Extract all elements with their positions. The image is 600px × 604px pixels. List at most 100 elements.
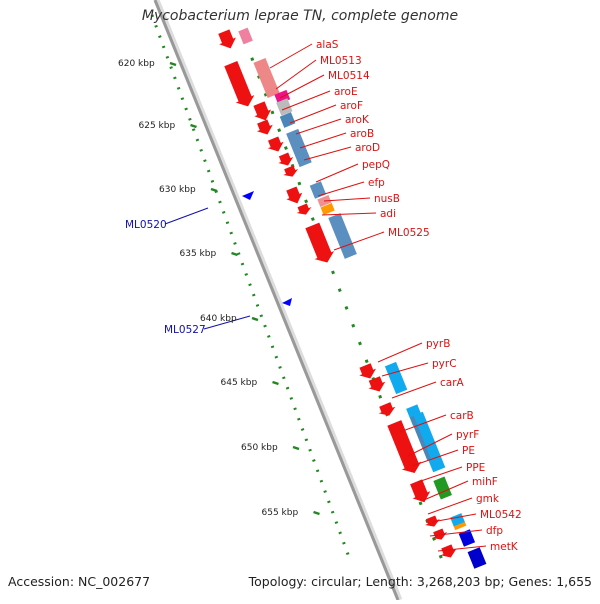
leader-line [315,163,359,183]
scale-tick [210,187,218,193]
gene-label: pyrF [456,429,479,441]
leader-line [289,104,337,124]
gene-label: nusB [374,193,400,205]
accession-label: Accession: NC_002677 [8,574,151,589]
leader-line [295,118,342,135]
scale-ticks [150,14,444,561]
gene-PE-block [433,476,452,500]
gene-ML0527-marker [282,298,292,306]
gene-label: carB [450,410,474,422]
gene-label: aroD [355,142,380,154]
gene-ML0525-arrow [305,222,335,263]
gene-label: efp [368,177,385,189]
gene-adi-arrow [296,203,312,215]
gene-label: gmk [476,493,500,505]
leader-line [164,207,209,225]
leader-line [437,545,487,552]
leader-line [281,90,331,111]
label-leaders [164,43,487,552]
gene-label: aroB [350,128,374,140]
gene-label: aroK [345,114,370,126]
gene-label: ML0520 [125,219,167,231]
gene-label: carA [440,377,465,389]
gene-ML0513-arrow [224,61,255,107]
leader-line [321,212,377,216]
gene-label: PPE [466,462,485,474]
gene-ML0520-marker [242,191,254,200]
gene-ML0542-arrow [432,528,448,540]
scale-tick [190,123,197,129]
leader-line [377,342,423,363]
scale-tick [313,510,320,516]
gene-alaS-arrow [218,29,236,49]
gene-aroK-arrow [256,119,273,135]
gene-PPE-arrow [410,479,431,503]
gene-gmk-block [453,521,467,531]
leader-line [279,74,325,99]
gene-label: mihF [472,476,498,488]
gene-aroB-arrow [267,136,284,152]
gene-pyrB-block [384,361,408,395]
leader-line [275,59,317,90]
scale-tick [292,445,300,451]
gene-pepQ-arrow [283,165,299,177]
gene-aroF-block [279,112,296,128]
gene-label: pyrB [426,338,450,350]
gene-dfp-block [458,529,476,547]
gene-aroB-block [286,128,312,168]
leader-line [399,414,447,433]
backbone-line [153,0,400,601]
scale-tick-label: 620 kbp [118,59,155,69]
gene-carB-arrow [387,420,422,474]
leader-line [317,181,365,197]
map-title: Mycobacterium leprae TN, complete genome [141,8,459,24]
backbone [153,0,403,602]
gene-label: ML0525 [388,227,430,239]
gene-features [218,27,487,569]
scale-tick [251,316,259,322]
gene-dfp-arrow [440,544,457,558]
leader-line [323,197,371,202]
leader-line [391,381,437,399]
scale-tick-label: 645 kbp [221,378,258,388]
gene-label: aroF [340,100,363,112]
leader-line [411,449,459,467]
gene-label: dfp [486,525,503,537]
leader-line [303,146,352,161]
gene-label: metK [490,541,519,553]
leader-line [299,132,347,149]
gene-aroD-arrow [278,152,294,166]
leader-line [427,497,473,515]
leader-line [407,433,453,457]
gene-label: ML0542 [480,509,522,521]
gene-label: ML0527 [164,324,206,336]
leader-line [333,231,385,251]
gene-label: adi [380,208,396,220]
gene-carA-arrow [378,402,396,416]
gene-label: PE [462,445,475,457]
gene-label: aroE [334,86,358,98]
scale-tick-label: 655 kbp [262,508,299,518]
leader-line [429,529,483,537]
gene-adi-block [320,203,335,215]
leader-line [423,480,469,501]
gene-aroE-block [276,98,293,116]
scale-tick-label: 625 kbp [139,121,176,131]
gene-label: pepQ [362,159,390,171]
leader-line [381,362,429,377]
gene-alaS-block [238,27,253,45]
leader-line [417,466,463,483]
scale-tick [231,251,238,257]
gene-pyrC-arrow [368,376,386,392]
gene-ML0513-block [253,57,280,99]
scale-tick-label: 630 kbp [159,185,196,195]
gene-label: pyrC [432,358,457,370]
scale-tick-label: 650 kbp [241,443,278,453]
gene-mihF-arrow [424,515,440,527]
feature-track [243,39,444,561]
gene-pyrB-arrow [359,363,377,379]
gene-ML0525-block [328,213,357,259]
leader-line [269,43,313,69]
